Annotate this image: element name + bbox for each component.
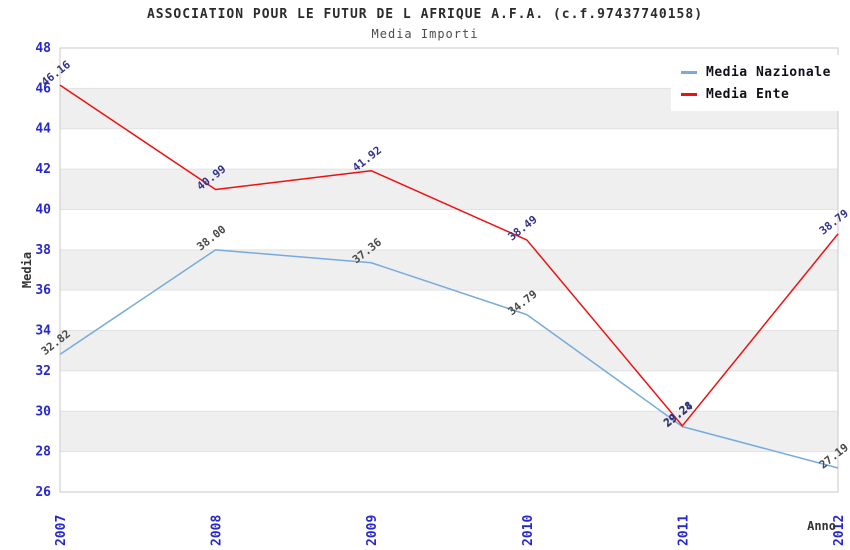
- point-label: 38.79: [817, 207, 850, 238]
- x-tick-label: 2007: [54, 515, 69, 546]
- plot-band: [60, 330, 838, 371]
- plot-band: [60, 411, 838, 452]
- x-tick-label: 2008: [210, 515, 225, 546]
- x-tick-label: 2012: [832, 515, 847, 546]
- series-line-media-ente: [59, 84, 839, 427]
- point-label: 38.00: [194, 223, 228, 254]
- plot-band: [60, 169, 838, 210]
- y-tick-label: 40: [35, 202, 51, 217]
- y-tick-label: 32: [35, 364, 51, 379]
- y-tick-label: 34: [35, 324, 51, 339]
- y-tick-label: 38: [35, 243, 51, 258]
- legend-swatch-media-nazionale: [681, 71, 697, 74]
- x-axis-title: Anno: [807, 519, 836, 533]
- chart-subtitle: Media Importi: [371, 27, 479, 41]
- y-tick-label: 46: [35, 81, 51, 96]
- legend-item-media-nazionale: Media Nazionale: [681, 65, 831, 80]
- plot-border: [59, 47, 839, 493]
- x-tick-label: 2011: [676, 515, 691, 546]
- legend-swatch-media-ente: [681, 93, 697, 96]
- y-tick-label: 42: [35, 162, 51, 177]
- y-tick-label: 26: [35, 485, 51, 500]
- x-tick-label: 2010: [521, 515, 536, 546]
- chart-title: ASSOCIATION POUR LE FUTUR DE L AFRIQUE A…: [146, 7, 704, 22]
- series-line-media-nazionale: [59, 249, 839, 469]
- y-axis-title: Media: [20, 252, 34, 288]
- point-label: 46.16: [39, 58, 73, 89]
- y-tick-label: 30: [35, 404, 51, 419]
- y-tick-label: 36: [35, 283, 51, 298]
- legend-label-media-nazionale: Media Nazionale: [706, 65, 831, 80]
- y-tick-label: 28: [35, 445, 51, 460]
- legend-item-media-ente: Media Ente: [681, 87, 831, 102]
- plot-band: [60, 249, 838, 291]
- chart-legend: Media Nazionale Media Ente: [671, 55, 843, 111]
- x-tick-label: 2009: [365, 515, 380, 546]
- legend-label-media-ente: Media Ente: [706, 87, 790, 102]
- y-tick-label: 44: [35, 122, 51, 137]
- y-tick-label: 48: [35, 41, 51, 56]
